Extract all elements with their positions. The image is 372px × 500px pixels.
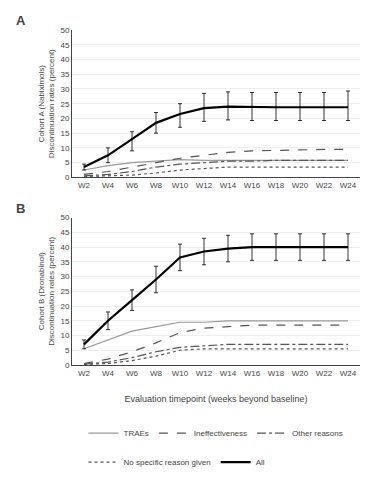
- svg-text:W8: W8: [150, 369, 163, 378]
- svg-text:W20: W20: [292, 369, 309, 378]
- svg-text:W6: W6: [126, 181, 139, 190]
- svg-text:W16: W16: [244, 181, 261, 190]
- svg-text:W14: W14: [220, 181, 237, 190]
- svg-text:W22: W22: [316, 369, 333, 378]
- svg-text:W12: W12: [196, 181, 213, 190]
- svg-text:0: 0: [65, 173, 70, 182]
- svg-text:30: 30: [60, 85, 69, 94]
- svg-text:TRAEs: TRAEs: [124, 429, 149, 438]
- svg-text:45: 45: [60, 41, 69, 50]
- svg-text:W16: W16: [244, 369, 261, 378]
- svg-text:W2: W2: [78, 369, 91, 378]
- svg-text:30: 30: [60, 272, 69, 281]
- svg-text:W18: W18: [268, 369, 285, 378]
- svg-text:B: B: [16, 201, 25, 216]
- svg-text:10: 10: [60, 331, 69, 340]
- svg-text:20: 20: [60, 302, 69, 311]
- svg-text:W2: W2: [78, 181, 91, 190]
- svg-text:Cohort B (Dronabinol)Discontin: Cohort B (Dronabinol)Discontinuation rat…: [37, 236, 56, 345]
- svg-text:25: 25: [60, 100, 69, 109]
- svg-text:40: 40: [60, 243, 69, 252]
- svg-text:W24: W24: [340, 369, 357, 378]
- svg-text:15: 15: [60, 129, 69, 138]
- svg-text:Other reasons: Other reasons: [292, 429, 343, 438]
- svg-text:W10: W10: [172, 181, 189, 190]
- svg-text:0: 0: [65, 361, 70, 370]
- svg-text:W18: W18: [268, 181, 285, 190]
- svg-text:50: 50: [60, 26, 69, 35]
- svg-text:W4: W4: [102, 181, 115, 190]
- svg-text:W14: W14: [220, 369, 237, 378]
- svg-text:5: 5: [65, 158, 70, 167]
- svg-text:W6: W6: [126, 369, 139, 378]
- svg-text:20: 20: [60, 114, 69, 123]
- svg-text:5: 5: [65, 346, 70, 355]
- svg-text:A: A: [16, 13, 26, 28]
- svg-text:15: 15: [60, 317, 69, 326]
- svg-text:W12: W12: [196, 369, 213, 378]
- svg-text:W24: W24: [340, 181, 357, 190]
- svg-text:W22: W22: [316, 181, 333, 190]
- svg-text:No specific reason given: No specific reason given: [124, 458, 211, 467]
- svg-text:W4: W4: [102, 369, 115, 378]
- svg-text:45: 45: [60, 228, 69, 237]
- svg-text:W8: W8: [150, 181, 163, 190]
- svg-text:40: 40: [60, 55, 69, 64]
- svg-text:Evaluation timepoint (weeks be: Evaluation timepoint (weeks beyond basel…: [124, 394, 307, 404]
- svg-text:50: 50: [60, 213, 69, 222]
- svg-text:W10: W10: [172, 369, 189, 378]
- svg-text:25: 25: [60, 287, 69, 296]
- svg-text:All: All: [256, 458, 265, 467]
- svg-text:35: 35: [60, 258, 69, 267]
- svg-text:Cohort A (Nabiximols)Discontin: Cohort A (Nabiximols)Discontinuation rat…: [37, 49, 56, 158]
- svg-text:35: 35: [60, 70, 69, 79]
- svg-text:W20: W20: [292, 181, 309, 190]
- svg-text:Ineffectiveness: Ineffectiveness: [194, 429, 247, 438]
- svg-text:10: 10: [60, 144, 69, 153]
